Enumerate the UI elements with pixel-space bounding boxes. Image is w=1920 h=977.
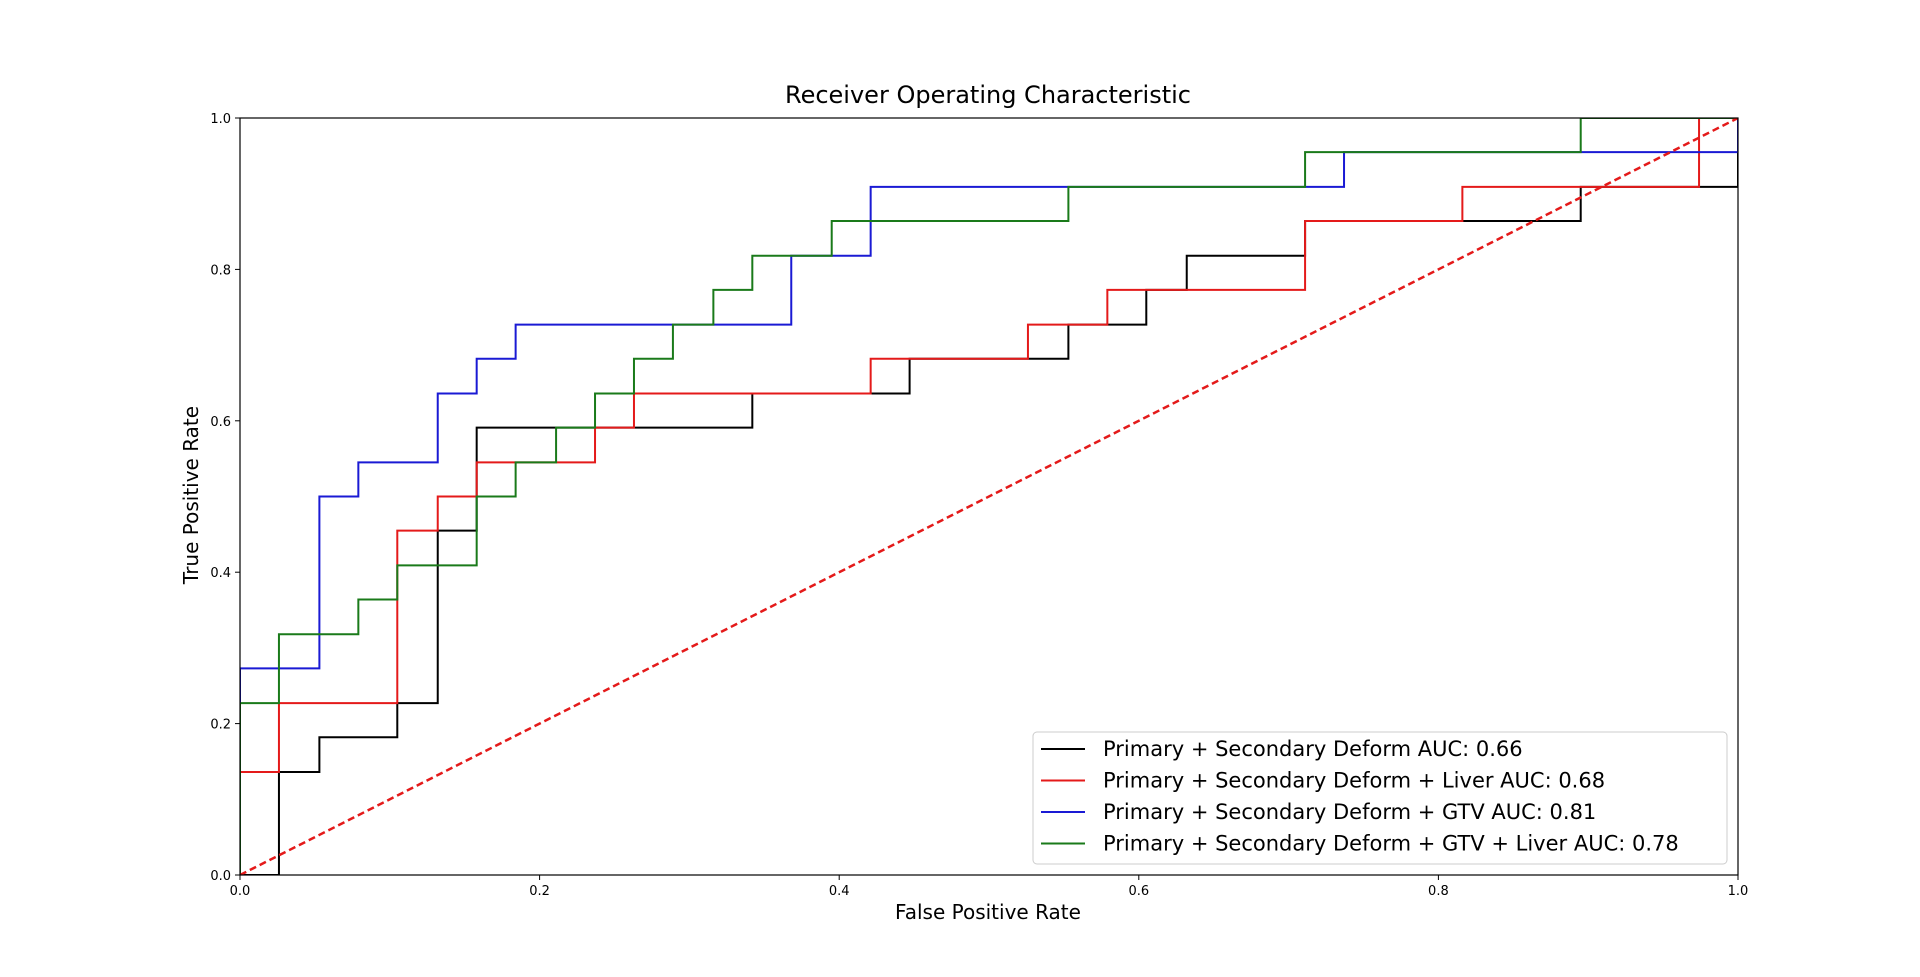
x-tick-label: 0.6	[1128, 884, 1149, 899]
y-axis-label: True Positive Rate	[179, 406, 203, 585]
x-axis-ticks: 0.0 0.2 0.4 0.6 0.8 1.0	[230, 875, 1749, 899]
plot-frame	[239, 117, 1739, 876]
chart-title: Receiver Operating Characteristic	[785, 81, 1191, 109]
y-axis-ticks: 0.0 0.2 0.4 0.6 0.8 1.0	[210, 112, 240, 884]
y-tick-label: 1.0	[210, 112, 231, 127]
x-tick-label: 1.0	[1728, 884, 1749, 899]
x-tick-label: 0.0	[230, 884, 251, 899]
y-tick-label: 0.4	[210, 566, 231, 581]
legend-box	[1032, 731, 1728, 865]
x-tick-label: 0.8	[1428, 884, 1449, 899]
reference-diagonal-line	[240, 118, 1738, 875]
x-axis-label: False Positive Rate	[895, 900, 1081, 924]
series-line-4	[240, 118, 1738, 875]
y-tick-label: 0.6	[210, 415, 231, 430]
plot-lines	[240, 118, 1738, 875]
legend-label-2: Primary + Secondary Deform + Liver AUC: …	[1103, 769, 1605, 793]
x-tick-label: 0.2	[529, 884, 550, 899]
y-tick-label: 0.2	[210, 718, 231, 733]
legend: Primary + Secondary Deform AUC: 0.66 Prim…	[1032, 731, 1728, 865]
x-tick-label: 0.4	[829, 884, 850, 899]
plot-area	[239, 117, 1739, 876]
legend-label-1: Primary + Secondary Deform AUC: 0.66	[1103, 737, 1523, 761]
series-line-3	[240, 118, 1738, 875]
y-tick-label: 0.8	[210, 263, 231, 278]
y-tick-label: 0.0	[210, 869, 231, 884]
legend-label-4: Primary + Secondary Deform + GTV + Liver…	[1103, 832, 1679, 856]
legend-label-3: Primary + Secondary Deform + GTV AUC: 0.…	[1103, 800, 1596, 824]
